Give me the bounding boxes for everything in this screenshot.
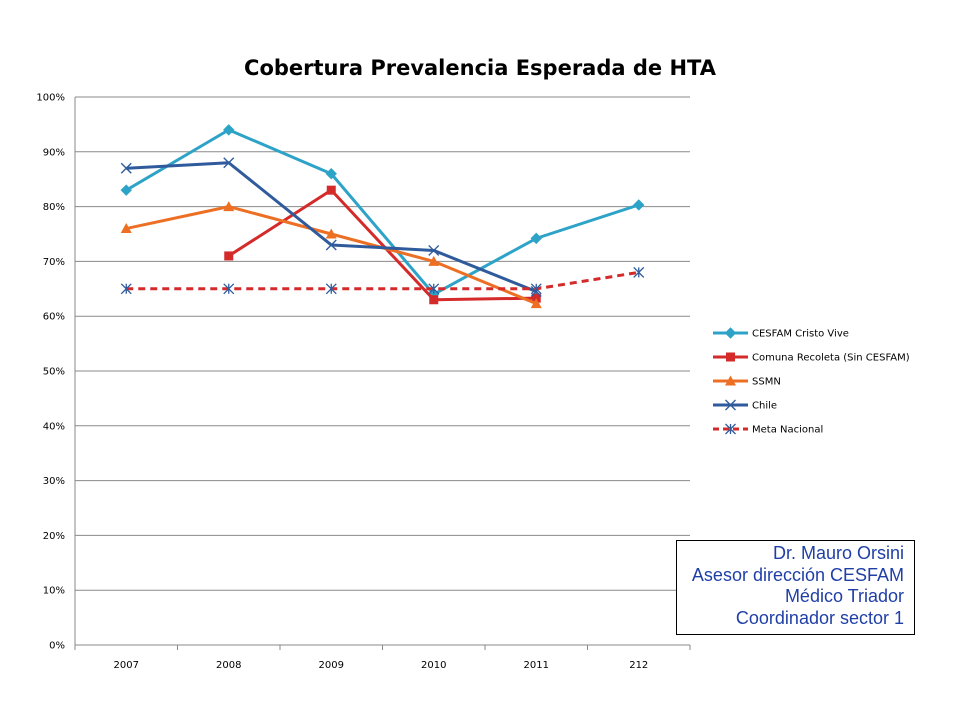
series-chile (120, 157, 542, 298)
y-axis-ticks: 0% 10% 20% 30% 40% 50% 60% 70% 80% 90% 100% (36, 93, 65, 652)
square-marker (224, 251, 234, 261)
signature-position: Médico Triador (784, 586, 904, 606)
series-line (227, 188, 537, 302)
x-marker (725, 399, 736, 411)
x-axis-ticks: 2007 2008 2009 2010 2011 212 (74, 645, 691, 671)
x-tick-label: 2008 (216, 660, 241, 671)
y-tick-label: 60% (43, 312, 65, 323)
y-tick-label: 10% (43, 586, 65, 597)
y-tick-label: 40% (43, 421, 65, 432)
square-marker (326, 185, 336, 195)
y-tick-label: 80% (43, 202, 65, 213)
signature-sector: Coordinador sector 1 (735, 607, 904, 628)
star-marker (223, 283, 235, 295)
legend-item: Comuna Recoleta (Sin CESFAM) (713, 352, 910, 364)
triangle-marker (530, 298, 542, 309)
diamond-marker (120, 184, 132, 196)
diamond-marker (724, 327, 737, 339)
square-marker (726, 352, 735, 362)
star-marker (120, 283, 132, 295)
signature-role: Asesor dirección CESFAM (691, 564, 904, 585)
series-meta-nacional (120, 266, 645, 295)
y-tick-label: 100% (36, 93, 65, 104)
triangle-marker (325, 228, 337, 239)
y-tick-label: 20% (43, 531, 65, 542)
chart-title: Cobertura Prevalencia Esperada de HTA (244, 56, 717, 80)
diamond-marker (530, 232, 542, 245)
triangle-marker (428, 255, 440, 266)
diamond-marker (325, 168, 337, 180)
x-marker (223, 157, 235, 169)
diamond-marker (223, 124, 235, 136)
legend-label: Chile (752, 401, 777, 412)
diamond-marker (633, 199, 645, 211)
star-marker (633, 266, 645, 278)
legend-item: Chile (713, 399, 777, 412)
gridlines (74, 96, 690, 646)
star-marker (530, 283, 542, 295)
y-tick-label: 70% (43, 257, 65, 268)
legend: CESFAM Cristo Vive Comuna Recoleta (Sin C… (713, 327, 910, 436)
triangle-marker (725, 375, 736, 386)
triangle-marker (120, 223, 132, 234)
x-marker (120, 162, 132, 174)
star-marker (325, 283, 337, 295)
triangle-marker (223, 201, 235, 212)
series-line (126, 270, 639, 291)
x-marker (325, 239, 337, 251)
y-tick-label: 30% (43, 476, 65, 487)
y-tick-label: 0% (49, 641, 65, 652)
star-marker (725, 423, 736, 435)
square-marker (429, 295, 439, 305)
legend-item: CESFAM Cristo Vive (713, 327, 849, 340)
x-tick-label: 2011 (524, 660, 549, 671)
x-tick-label: 2010 (421, 660, 446, 671)
y-tick-label: 50% (43, 367, 65, 378)
signature-box: Dr. Mauro Orsini Asesor dirección CESFAM… (676, 540, 915, 635)
star-marker (428, 283, 440, 295)
series-line (125, 128, 640, 296)
legend-item: Meta Nacional (713, 423, 823, 436)
series-group (120, 124, 645, 309)
legend-label: Comuna Recoleta (Sin CESFAM) (752, 353, 910, 364)
y-tick-label: 90% (43, 147, 65, 158)
x-tick-label: 2007 (114, 660, 139, 671)
legend-label: Meta Nacional (752, 425, 823, 436)
x-tick-label: 2009 (319, 660, 344, 671)
legend-label: CESFAM Cristo Vive (752, 329, 849, 340)
signature-name: Dr. Mauro Orsini (772, 543, 904, 563)
legend-label: SSMN (752, 377, 781, 388)
x-tick-label: 212 (629, 660, 648, 671)
series-ssmn (120, 201, 542, 309)
legend-item: SSMN (713, 375, 781, 388)
x-marker (428, 244, 440, 256)
